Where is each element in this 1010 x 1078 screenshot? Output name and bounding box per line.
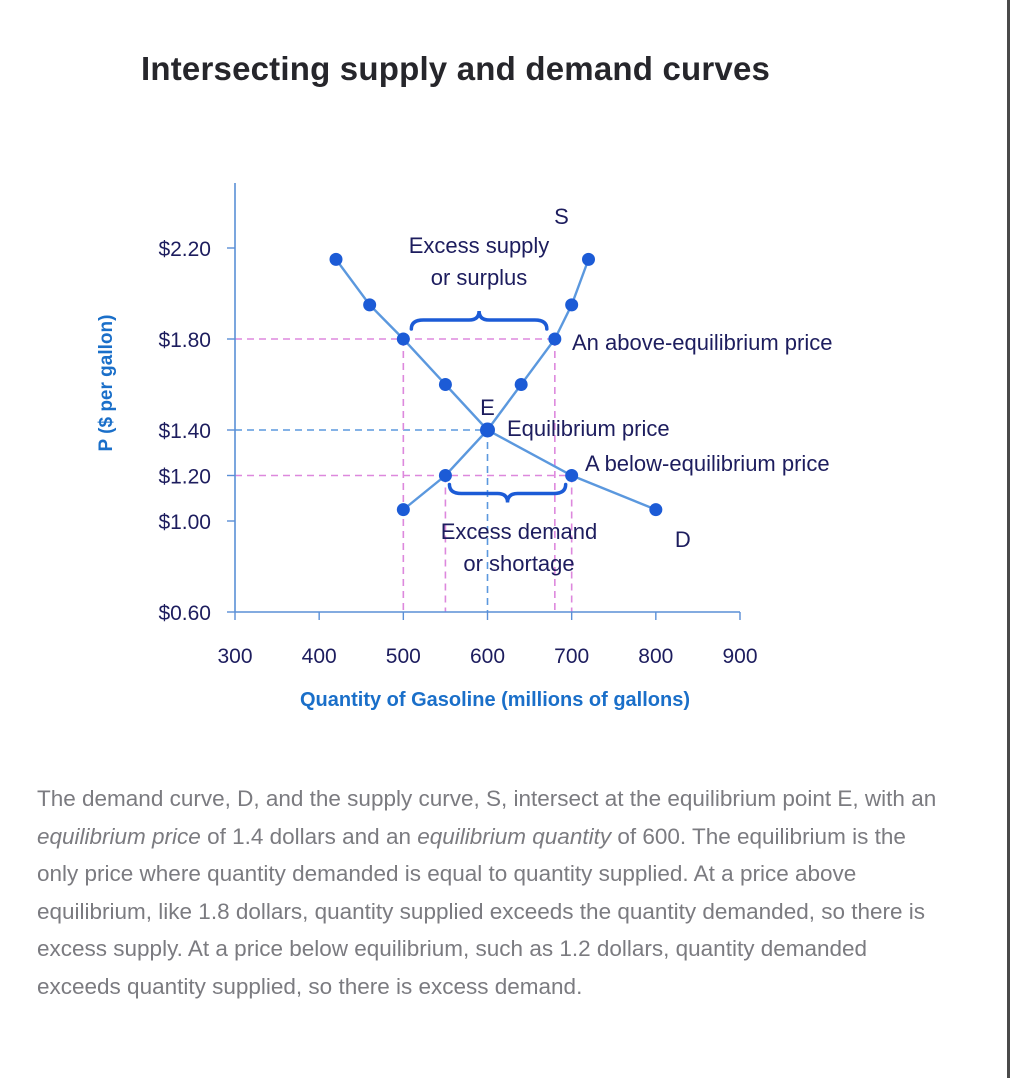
surplus-label-line1: Excess supply bbox=[409, 233, 550, 258]
caption-part-1: The demand curve, D, and the supply curv… bbox=[37, 786, 937, 811]
equilibrium-price-label: Equilibrium price bbox=[507, 416, 670, 441]
caption-emphasis-equilibrium-quantity: equilibrium quantity bbox=[417, 823, 612, 849]
y-axis-title: P ($ per gallon) bbox=[96, 314, 117, 452]
x-tick-label: 500 bbox=[386, 645, 421, 668]
supply-point bbox=[548, 332, 562, 346]
supply-curve bbox=[402, 258, 590, 511]
demand-point bbox=[565, 469, 579, 482]
x-axis-title: Quantity of Gasoline (millions of gallon… bbox=[300, 689, 690, 711]
x-tick-label: 300 bbox=[217, 645, 252, 668]
y-tick-label: $1.40 bbox=[158, 420, 211, 443]
shortage-label-line2: or shortage bbox=[463, 551, 574, 576]
supply-point bbox=[565, 298, 579, 312]
demand-label: D bbox=[675, 527, 691, 552]
y-tick-label: $1.00 bbox=[158, 511, 211, 534]
y-tick-label: $2.20 bbox=[158, 238, 211, 261]
annotations: S D E Excess supply or surplus An above-equil… bbox=[409, 204, 833, 576]
supply-point bbox=[582, 252, 595, 266]
surplus-brace bbox=[409, 310, 549, 331]
surplus-label-line2: or surplus bbox=[431, 265, 528, 290]
y-tick-label: $1.80 bbox=[158, 329, 211, 352]
caption-emphasis-equilibrium-price: equilibrium price bbox=[37, 823, 201, 849]
axes: 300 400 500 600 700 800 900 $2.20 $1.80 $1.40 $1.2… bbox=[158, 183, 758, 711]
demand-point bbox=[329, 252, 343, 266]
x-tick-label: 600 bbox=[470, 645, 505, 668]
demand-point bbox=[649, 503, 663, 517]
x-tick-label: 800 bbox=[638, 645, 673, 668]
right-border bbox=[1007, 0, 1010, 1078]
equilibrium-point-label: E bbox=[480, 395, 495, 420]
equilibrium-point bbox=[480, 422, 495, 438]
chart-caption: The demand curve, D, and the supply curv… bbox=[37, 780, 947, 1005]
data-points bbox=[329, 252, 663, 517]
page-title: Intersecting supply and demand curves bbox=[141, 50, 771, 87]
x-tick-label: 900 bbox=[722, 645, 757, 668]
supply-demand-chart: 300 400 500 600 700 800 900 $2.20 $1.80 $1.40 $1.2… bbox=[158, 183, 833, 711]
below-equilibrium-label: A below-equilibrium price bbox=[585, 451, 830, 476]
shortage-label-line1: Excess demand bbox=[441, 519, 598, 544]
x-tick-label: 700 bbox=[554, 645, 589, 668]
caption-part-2: of 1.4 dollars and an bbox=[200, 823, 418, 849]
above-equilibrium-label: An above-equilibrium price bbox=[572, 330, 832, 355]
x-tick-label: 400 bbox=[302, 645, 337, 668]
y-tick-label: $0.60 bbox=[158, 602, 211, 625]
caption-part-3: of 600. The equilibrium is the only pric… bbox=[37, 823, 926, 999]
supply-point bbox=[514, 378, 528, 391]
demand-point bbox=[396, 332, 410, 346]
shortage-brace bbox=[447, 482, 568, 503]
demand-point bbox=[363, 298, 377, 312]
supply-point bbox=[396, 503, 410, 517]
supply-label: S bbox=[554, 204, 569, 229]
y-tick-label: $1.20 bbox=[158, 466, 211, 489]
supply-point bbox=[438, 469, 452, 482]
demand-point bbox=[438, 378, 452, 391]
guide-lines bbox=[235, 338, 573, 612]
